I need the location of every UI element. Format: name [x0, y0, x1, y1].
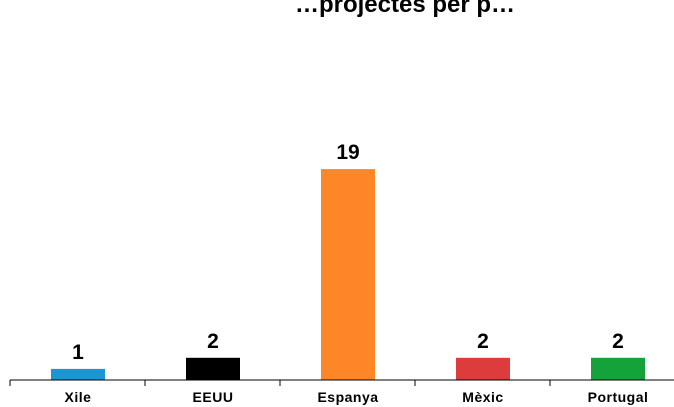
x-tick-label-xile: Xile	[65, 389, 92, 405]
value-label-espanya: 19	[336, 141, 359, 164]
bar-xile	[51, 368, 105, 380]
bar-eeuu	[186, 357, 240, 380]
x-tick-label-eeuu: EEUU	[193, 389, 234, 405]
bar-mexic	[456, 357, 510, 380]
x-tick-label-portugal: Portugal	[588, 389, 649, 405]
x-tick-label-espanya: Espanya	[317, 389, 378, 405]
value-labels-group: 1 2 19 2 2	[72, 141, 624, 364]
value-label-portugal: 2	[612, 330, 624, 353]
x-axis-tick-labels-group: Xile EEUU Espanya Mèxic Portugal	[65, 389, 649, 405]
bar-portugal	[591, 357, 645, 380]
value-label-mexic: 2	[477, 330, 489, 353]
bar-espanya	[321, 169, 375, 380]
value-label-eeuu: 2	[207, 330, 219, 353]
x-tick-label-mexic: Mèxic	[462, 389, 503, 405]
x-axis-ticks-group	[9, 380, 551, 386]
chart-title: …projectes per p…	[295, 0, 515, 18]
value-label-xile: 1	[72, 341, 84, 364]
bars-group	[51, 169, 645, 380]
